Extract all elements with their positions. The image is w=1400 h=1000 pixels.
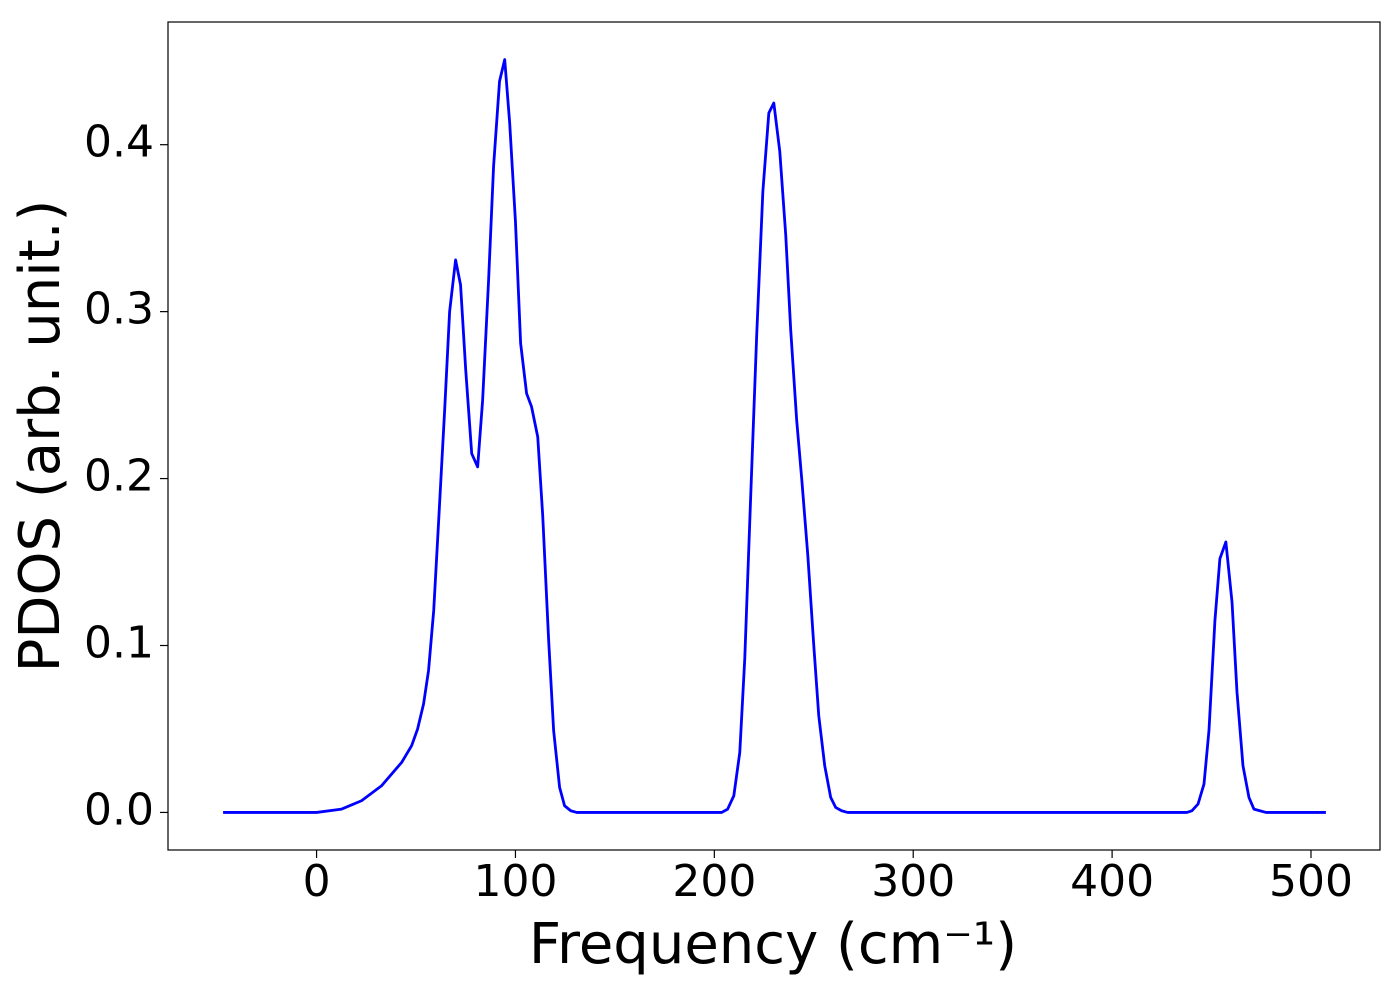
data-line — [223, 58, 1326, 814]
x-tick-label: 400 — [1070, 856, 1154, 907]
y-tick-label: 0.1 — [84, 618, 154, 669]
x-axis-label: Frequency (cm⁻¹) — [529, 912, 1017, 977]
y-tick-label: 0.4 — [84, 117, 154, 168]
x-tick-label: 500 — [1269, 856, 1353, 907]
x-tick-label: 200 — [672, 856, 756, 907]
x-tick-label: 0 — [303, 856, 331, 907]
y-tick-label: 0.0 — [84, 784, 154, 835]
x-tick-label: 300 — [871, 856, 955, 907]
y-tick-label: 0.3 — [84, 284, 154, 335]
y-tick-label: 0.2 — [84, 451, 154, 502]
plot-frame — [167, 21, 1381, 851]
x-tick-label: 100 — [473, 856, 557, 907]
y-axis-label: PDOS (arb. unit.) — [8, 200, 73, 673]
